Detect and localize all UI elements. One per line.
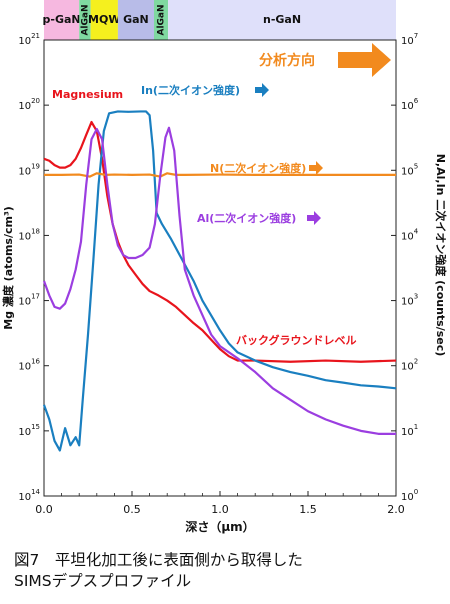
caption-line-1: 図7 平坦化加工後に表面側から取得した (14, 551, 303, 569)
y-left-tick-label-5: 1019 (18, 162, 40, 177)
figure-caption: 図7 平坦化加工後に表面側から取得した SIMSデプスプロファイル (14, 550, 303, 592)
y-right-tick-label-0: 100 (401, 488, 418, 503)
indium-arrow-icon (255, 83, 269, 97)
layer-label-4: AlGaN (157, 4, 167, 35)
y-left-tick-label-4: 1018 (18, 227, 40, 242)
x-tick-label-3: 1.5 (299, 503, 317, 516)
layer-band-4 (154, 0, 169, 40)
x-tick-label-1: 0.5 (123, 503, 141, 516)
x-tick-label-0: 0.0 (35, 503, 53, 516)
y-right-tick-label-3: 103 (401, 293, 418, 308)
layer-band-0 (44, 0, 80, 40)
y-right-tick-label-4: 104 (401, 227, 419, 242)
axes: 0.0 0.5 1.0 1.5 2.0 1014 1015 1016 1017 1018 1019 1… (18, 32, 418, 516)
caption-line-2: SIMSデプスプロファイル (14, 572, 192, 590)
layer-label-3: GaN (123, 13, 149, 26)
y-axis-left-title: Mg 濃度 (atoms/cm³) (1, 206, 15, 330)
layer-label-1: AlGaN (80, 4, 90, 35)
y-left-tick-label-6: 1020 (18, 97, 40, 112)
layer-label-2: MQW (88, 13, 120, 26)
layer-label-0: p-GaN (43, 13, 81, 26)
y-right-tick-label-7: 107 (401, 32, 418, 47)
label-indium: In(二次イオン強度) (141, 83, 240, 97)
x-tick-label-4: 2.0 (387, 503, 405, 516)
label-aluminum: Al(二次イオン強度) (197, 211, 296, 225)
layer-band-2 (90, 0, 118, 40)
label-direction: 分析方向 (259, 52, 315, 69)
x-tick-label-2: 1.0 (211, 503, 229, 516)
label-background: バックグラウンドレベル (236, 333, 357, 347)
y-left-tick-label-7: 1021 (18, 32, 40, 47)
data-series (42, 110, 397, 452)
series-line-al (42, 126, 396, 435)
plot-frame (43, 39, 397, 497)
y-right-tick-label-1: 101 (401, 423, 418, 438)
y-left-tick-label-3: 1017 (18, 293, 40, 308)
y-left-tick-label-0: 1014 (18, 488, 40, 503)
x-axis-title: 深さ（μm） (185, 519, 254, 534)
aluminum-arrow-icon (307, 211, 321, 225)
layer-label-5: n-GaN (263, 13, 301, 26)
y-right-tick-label-2: 102 (401, 358, 418, 373)
layer-band-1 (79, 0, 91, 40)
y-left-tick-label-1: 1015 (18, 423, 40, 438)
y-right-tick-label-5: 105 (401, 162, 418, 177)
direction-arrow-icon (338, 43, 391, 77)
nitrogen-arrow-icon (309, 161, 323, 175)
label-magnesium: Magnesium (52, 88, 123, 101)
y-axis-right-title: N,Al,In 二次イオン強度 (counts/sec) (434, 154, 448, 357)
series-line-in (42, 110, 397, 452)
series-line-magnesium (43, 120, 397, 363)
y-right-tick-label-6: 106 (401, 97, 419, 112)
layer-band-5 (168, 0, 396, 40)
y-left-tick-label-2: 1016 (18, 358, 40, 373)
label-nitrogen: N(二次イオン強度) (210, 161, 306, 175)
layer-band-3 (117, 0, 154, 40)
